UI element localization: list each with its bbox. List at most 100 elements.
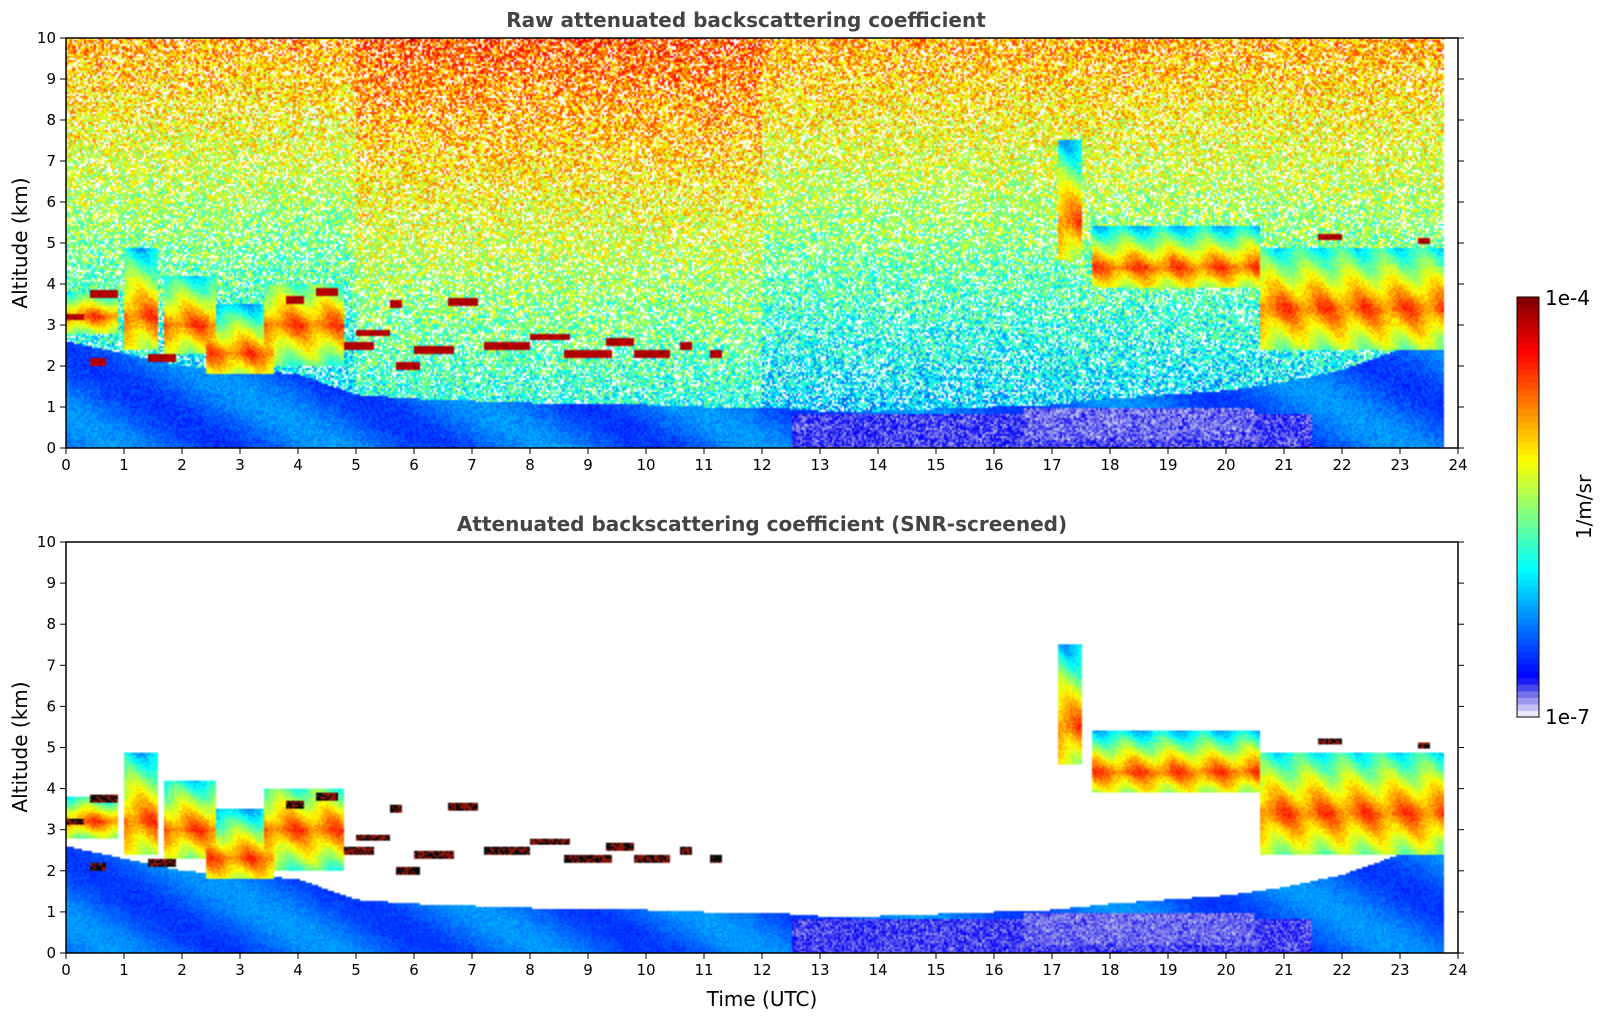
colorbar-segment — [1517, 625, 1539, 633]
colorbar-segment — [1517, 342, 1539, 351]
colorbar-segment — [1517, 428, 1539, 436]
y-tick-label: 7 — [46, 656, 56, 674]
y-tick-label: 6 — [46, 697, 56, 715]
y-tick-label: 8 — [46, 615, 56, 633]
x-tick-label: 5 — [351, 456, 361, 474]
colorbar-segment — [1517, 710, 1539, 718]
x-tick-label: 17 — [1042, 456, 1061, 474]
colorbar-unit-label: 1/m/sr — [1572, 474, 1596, 539]
colorbar-segment — [1517, 507, 1539, 515]
colorbar-segment — [1517, 612, 1539, 620]
screened-panel-title: Attenuated backscattering coefficient (S… — [457, 512, 1067, 536]
colorbar-segment — [1517, 461, 1539, 469]
x-tick-label: 24 — [1448, 961, 1467, 979]
colorbar-segment — [1517, 349, 1539, 357]
colorbar-segment — [1517, 415, 1539, 423]
x-tick-label: 18 — [1100, 456, 1119, 474]
x-tick-label: 7 — [467, 961, 477, 979]
raw-backscatter-panel: Raw attenuated backscattering coefficien… — [8, 8, 1468, 474]
colorbar-segment — [1517, 329, 1539, 337]
y-tick-label: 10 — [37, 29, 56, 47]
x-tick-label: 21 — [1274, 456, 1293, 474]
colorbar-segment — [1517, 323, 1539, 331]
colorbar-segment — [1517, 533, 1539, 541]
colorbar-segment — [1517, 572, 1539, 580]
colorbar-segment — [1517, 546, 1539, 554]
x-tick-label: 6 — [409, 961, 419, 979]
colorbar-segment — [1517, 402, 1539, 410]
x-tick-label: 15 — [926, 961, 945, 979]
colorbar-segment — [1517, 631, 1539, 639]
raw-panel-title: Raw attenuated backscattering coefficien… — [506, 8, 986, 32]
x-tick-label: 21 — [1274, 961, 1293, 979]
colorbar-segment — [1517, 434, 1539, 442]
colorbar: 1e-4 1e-7 1/m/sr — [1516, 286, 1596, 729]
colorbar-segment — [1517, 316, 1539, 324]
colorbar-segment — [1517, 487, 1539, 495]
screened-panel-y-ticks: 0 1 2 3 4 5 6 7 8 9 10 — [37, 533, 1464, 962]
x-axis-label: Time (UTC) — [706, 987, 818, 1011]
colorbar-segment — [1517, 297, 1539, 305]
y-tick-label: 1 — [46, 398, 56, 416]
colorbar-segment — [1517, 585, 1539, 593]
colorbar-segment — [1517, 480, 1539, 488]
y-tick-label: 2 — [46, 357, 56, 375]
x-tick-label: 16 — [984, 456, 1003, 474]
colorbar-segment — [1517, 382, 1539, 390]
colorbar-segment — [1517, 697, 1539, 705]
colorbar-segment — [1517, 408, 1539, 416]
y-tick-label: 4 — [46, 780, 56, 798]
colorbar-segment — [1517, 539, 1539, 547]
x-tick-label: 7 — [467, 456, 477, 474]
colorbar-segment — [1517, 690, 1539, 698]
x-tick-label: 24 — [1448, 456, 1467, 474]
colorbar-segment — [1517, 618, 1539, 626]
colorbar-max-label: 1e-4 — [1545, 286, 1590, 310]
colorbar-segment — [1517, 362, 1539, 370]
x-tick-label: 8 — [525, 961, 535, 979]
colorbar-segment — [1517, 657, 1539, 666]
colorbar-segment — [1517, 592, 1539, 600]
colorbar-segment — [1517, 671, 1539, 679]
colorbar-segment — [1517, 520, 1539, 528]
colorbar-segment — [1517, 303, 1539, 311]
colorbar-segment — [1517, 447, 1539, 456]
x-tick-label: 1 — [119, 456, 129, 474]
x-tick-label: 22 — [1332, 456, 1351, 474]
raw-backscatter-heatmap — [66, 38, 1458, 448]
y-tick-label: 8 — [46, 111, 56, 129]
x-tick-label: 17 — [1042, 961, 1061, 979]
x-tick-label: 20 — [1216, 961, 1235, 979]
colorbar-segment — [1517, 493, 1539, 502]
screened-backscatter-heatmap — [66, 542, 1458, 953]
y-tick-label: 3 — [46, 821, 56, 839]
x-tick-label: 9 — [583, 456, 593, 474]
x-tick-label: 20 — [1216, 456, 1235, 474]
colorbar-min-label: 1e-7 — [1545, 705, 1590, 729]
x-tick-label: 1 — [119, 961, 129, 979]
x-tick-label: 6 — [409, 456, 419, 474]
x-tick-label: 13 — [810, 961, 829, 979]
raw-panel-y-label: Altitude (km) — [8, 177, 32, 308]
x-tick-label: 14 — [868, 961, 887, 979]
colorbar-segment — [1517, 579, 1539, 587]
screened-panel-x-ticks: 0 1 2 3 4 5 6 7 8 9 10 11 12 13 14 15 16 17 18 19 20 21 22 23 24 — [61, 953, 1468, 979]
x-tick-label: 4 — [293, 456, 303, 474]
x-tick-label: 10 — [636, 961, 655, 979]
x-tick-label: 0 — [61, 456, 71, 474]
x-tick-label: 3 — [235, 456, 245, 474]
screened-panel-y-label: Altitude (km) — [8, 681, 32, 812]
colorbar-segment — [1517, 677, 1539, 685]
x-tick-label: 5 — [351, 961, 361, 979]
colorbar-segment — [1517, 395, 1539, 403]
x-tick-label: 19 — [1158, 961, 1177, 979]
x-tick-label: 14 — [868, 456, 887, 474]
colorbar-segment — [1517, 441, 1539, 449]
y-tick-label: 9 — [46, 70, 56, 88]
y-tick-label: 1 — [46, 903, 56, 921]
x-tick-label: 0 — [61, 961, 71, 979]
raw-panel-y-ticks: 0 1 2 3 4 5 6 7 8 9 10 — [37, 29, 1464, 457]
raw-panel-x-ticks: 0 1 2 3 4 5 6 7 8 9 10 11 12 13 14 15 16 17 18 19 20 21 22 23 24 — [61, 448, 1468, 474]
x-tick-label: 12 — [752, 456, 771, 474]
